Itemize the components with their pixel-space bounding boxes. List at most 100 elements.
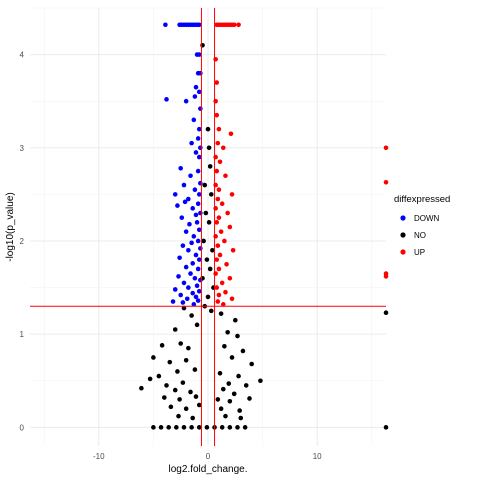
data-point bbox=[196, 425, 202, 430]
data-point bbox=[216, 266, 222, 272]
data-point bbox=[196, 126, 202, 132]
data-point bbox=[198, 246, 203, 251]
data-point bbox=[213, 234, 218, 239]
data-point bbox=[225, 210, 230, 216]
data-point bbox=[383, 425, 389, 430]
x-axis-title: log2.fold_change. bbox=[169, 464, 248, 475]
data-point bbox=[170, 299, 176, 304]
data-point bbox=[168, 404, 174, 410]
data-point bbox=[227, 398, 233, 404]
data-point bbox=[189, 313, 194, 318]
data-point bbox=[191, 302, 197, 307]
legend-key bbox=[400, 249, 406, 255]
data-point bbox=[210, 247, 215, 253]
data-point bbox=[235, 425, 240, 430]
data-point bbox=[217, 371, 223, 376]
data-point bbox=[186, 247, 191, 253]
data-point bbox=[203, 210, 209, 216]
data-point bbox=[236, 373, 241, 379]
data-point bbox=[194, 220, 200, 225]
data-point bbox=[196, 192, 202, 197]
data-point bbox=[196, 22, 202, 28]
data-point bbox=[201, 238, 206, 244]
data-point bbox=[196, 89, 202, 95]
data-point bbox=[205, 294, 211, 300]
data-point bbox=[216, 215, 222, 220]
data-point bbox=[223, 413, 228, 419]
data-point bbox=[237, 408, 242, 413]
data-point bbox=[184, 296, 190, 302]
data-point bbox=[172, 327, 178, 332]
data-point bbox=[172, 192, 178, 197]
data-point bbox=[208, 308, 214, 314]
data-point bbox=[190, 415, 196, 421]
data-point bbox=[164, 97, 169, 102]
data-point bbox=[213, 154, 218, 160]
data-point bbox=[172, 287, 178, 292]
data-point bbox=[216, 292, 222, 298]
data-point bbox=[208, 192, 214, 197]
data-point bbox=[383, 145, 389, 151]
data-point bbox=[164, 383, 169, 388]
data-point bbox=[224, 261, 229, 267]
data-point bbox=[156, 373, 162, 379]
data-point bbox=[383, 179, 389, 185]
legend-title: diffexpressed bbox=[394, 194, 450, 205]
data-point bbox=[195, 136, 201, 141]
data-point bbox=[238, 415, 244, 421]
data-point bbox=[180, 380, 186, 385]
y-tick-label: 2 bbox=[20, 237, 25, 246]
data-points bbox=[139, 22, 389, 430]
data-point bbox=[189, 425, 194, 430]
data-point bbox=[139, 385, 144, 391]
data-point bbox=[233, 317, 238, 323]
data-point bbox=[207, 164, 213, 169]
data-point bbox=[229, 355, 235, 360]
data-point bbox=[177, 397, 182, 402]
data-point bbox=[195, 168, 201, 174]
data-point bbox=[193, 150, 199, 155]
data-point bbox=[196, 402, 202, 408]
data-point bbox=[205, 126, 211, 132]
data-point bbox=[240, 348, 246, 354]
data-point bbox=[179, 215, 185, 220]
data-point bbox=[196, 289, 202, 294]
data-point bbox=[206, 145, 212, 151]
data-point bbox=[249, 361, 254, 367]
data-point bbox=[235, 333, 240, 339]
data-point bbox=[215, 243, 221, 248]
data-point bbox=[200, 42, 205, 48]
data-point bbox=[219, 425, 225, 430]
data-point bbox=[222, 238, 227, 244]
data-point bbox=[198, 180, 203, 186]
data-point bbox=[219, 280, 225, 286]
data-point bbox=[219, 201, 225, 207]
data-point bbox=[216, 187, 222, 193]
data-point bbox=[214, 80, 220, 85]
data-point bbox=[180, 300, 186, 305]
data-point bbox=[175, 203, 180, 208]
data-point bbox=[223, 289, 228, 295]
data-point bbox=[166, 425, 171, 430]
data-point bbox=[258, 378, 263, 384]
data-point bbox=[188, 173, 193, 179]
data-point bbox=[226, 381, 232, 386]
data-point bbox=[195, 238, 201, 244]
data-point bbox=[194, 52, 200, 57]
data-point bbox=[231, 391, 237, 397]
data-point bbox=[190, 261, 196, 266]
data-point bbox=[222, 343, 227, 349]
data-point bbox=[174, 425, 179, 430]
data-point bbox=[186, 285, 191, 290]
data-point bbox=[229, 296, 235, 302]
data-point bbox=[183, 357, 189, 363]
data-point bbox=[213, 206, 218, 211]
data-point bbox=[191, 117, 197, 123]
data-point bbox=[202, 182, 208, 188]
data-point bbox=[190, 206, 196, 211]
data-point bbox=[198, 145, 203, 151]
y-tick-label: 4 bbox=[20, 51, 25, 60]
data-point bbox=[243, 383, 249, 388]
data-point bbox=[227, 224, 233, 230]
data-point bbox=[383, 274, 389, 279]
